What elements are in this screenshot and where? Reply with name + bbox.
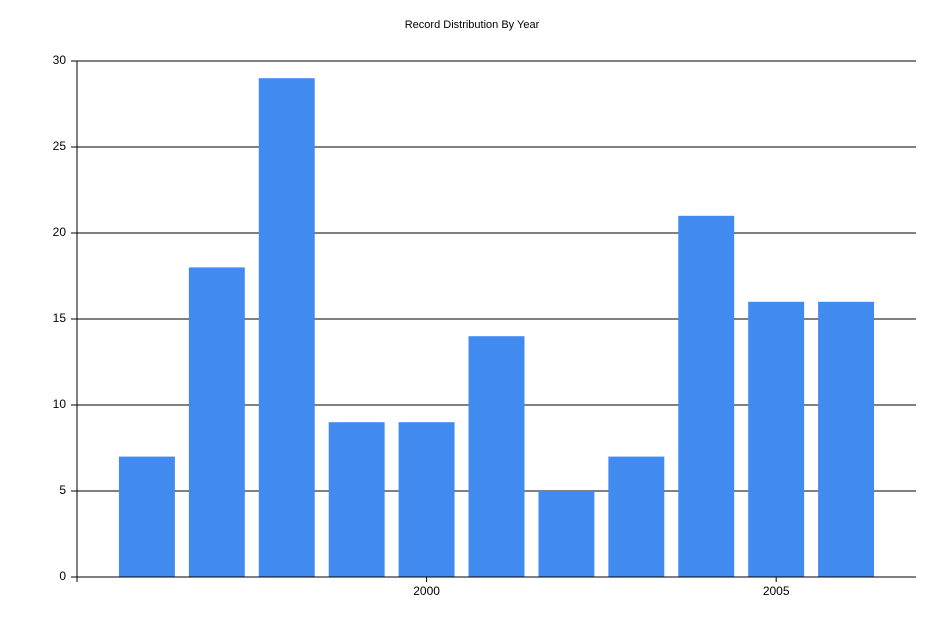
- y-tick-label: 15: [53, 311, 67, 325]
- bar: [328, 422, 385, 577]
- chart-title: Record Distribution By Year: [405, 19, 540, 31]
- x-tick-label: 2005: [763, 584, 790, 598]
- y-tick-label: 0: [59, 569, 66, 583]
- bar: [398, 422, 455, 577]
- y-tick-label: 25: [53, 139, 67, 153]
- bar: [608, 456, 665, 577]
- y-tick-label: 10: [53, 397, 67, 411]
- bar: [678, 215, 735, 578]
- y-tick-label: 5: [59, 483, 66, 497]
- bar: [818, 301, 875, 577]
- bar: [188, 267, 245, 577]
- y-tick-label: 30: [53, 53, 67, 67]
- x-tick-label: 2000: [413, 584, 440, 598]
- bar: [748, 301, 805, 577]
- bar: [118, 456, 175, 577]
- y-tick-label: 20: [53, 225, 67, 239]
- bar: [258, 78, 315, 577]
- bar: [538, 491, 595, 577]
- bar: [468, 336, 525, 577]
